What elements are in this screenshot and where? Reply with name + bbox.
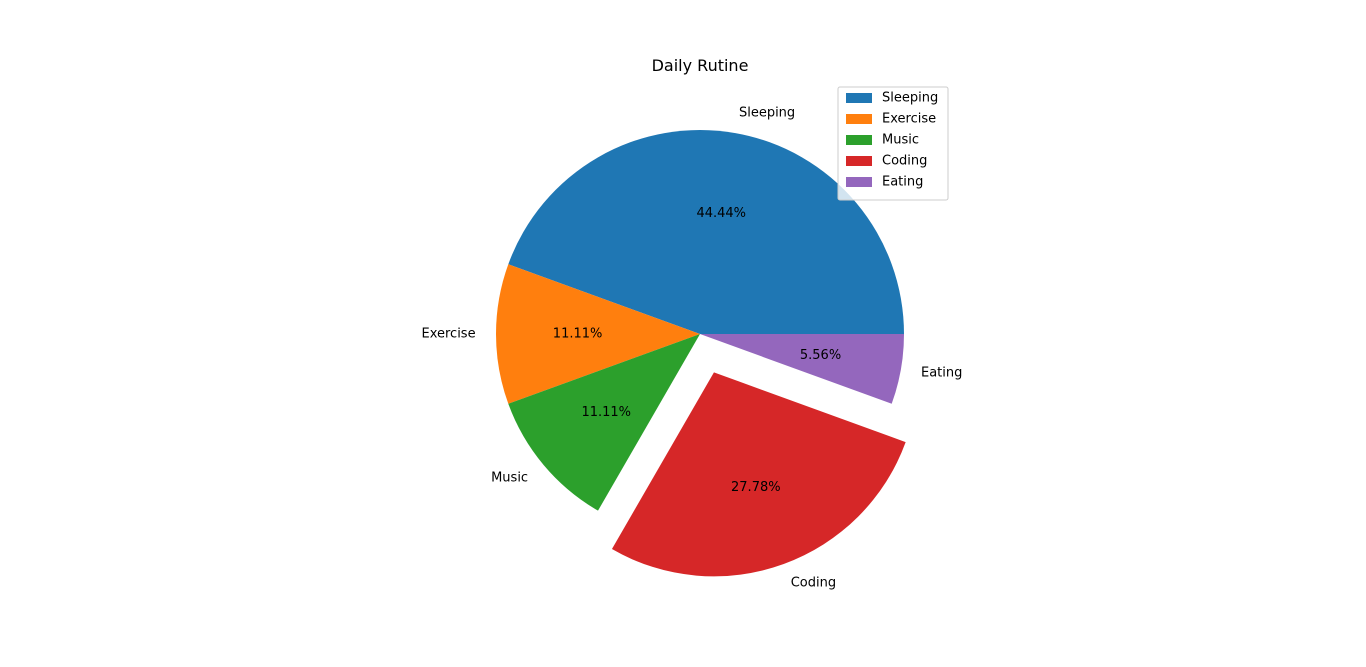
percent-label-exercise: 11.11%	[553, 327, 603, 342]
percent-label-coding: 27.78%	[731, 480, 781, 495]
legend-label-exercise: Exercise	[882, 112, 936, 127]
percent-label-sleeping: 44.44%	[696, 206, 746, 221]
legend-swatch-sleeping	[846, 93, 872, 103]
legend-label-sleeping: Sleeping	[882, 91, 938, 106]
legend-swatch-exercise	[846, 114, 872, 124]
pie-wedges	[496, 129, 906, 577]
percent-label-eating: 5.56%	[800, 348, 841, 363]
pie-wedge-eating	[700, 334, 904, 404]
legend-swatch-music	[846, 135, 872, 145]
legend-label-eating: Eating	[882, 175, 923, 190]
wedge-label-coding: Coding	[791, 576, 836, 591]
legend-swatch-eating	[846, 177, 872, 187]
wedge-label-sleeping: Sleeping	[739, 106, 795, 121]
wedge-label-eating: Eating	[921, 365, 962, 380]
pie-wedge-sleeping	[508, 129, 904, 334]
legend: Sleeping Exercise Music Coding Eating	[837, 86, 949, 201]
pie-wedge-coding	[611, 372, 906, 577]
chart-title: Daily Rutine	[652, 56, 749, 75]
legend-label-coding: Coding	[882, 154, 927, 169]
legend-label-music: Music	[882, 133, 919, 148]
pie-wedge-music	[508, 334, 700, 511]
pie-percent-labels: 44.44% 11.11% 11.11% 27.78% 5.56%	[553, 206, 841, 495]
legend-swatch-coding	[846, 156, 872, 166]
wedge-label-exercise: Exercise	[421, 327, 475, 342]
pie-wedge-exercise	[496, 264, 700, 404]
wedge-label-music: Music	[491, 471, 528, 486]
pie-wedge-labels: Sleeping Exercise Music Coding Eating	[421, 106, 962, 591]
percent-label-music: 11.11%	[581, 405, 631, 420]
